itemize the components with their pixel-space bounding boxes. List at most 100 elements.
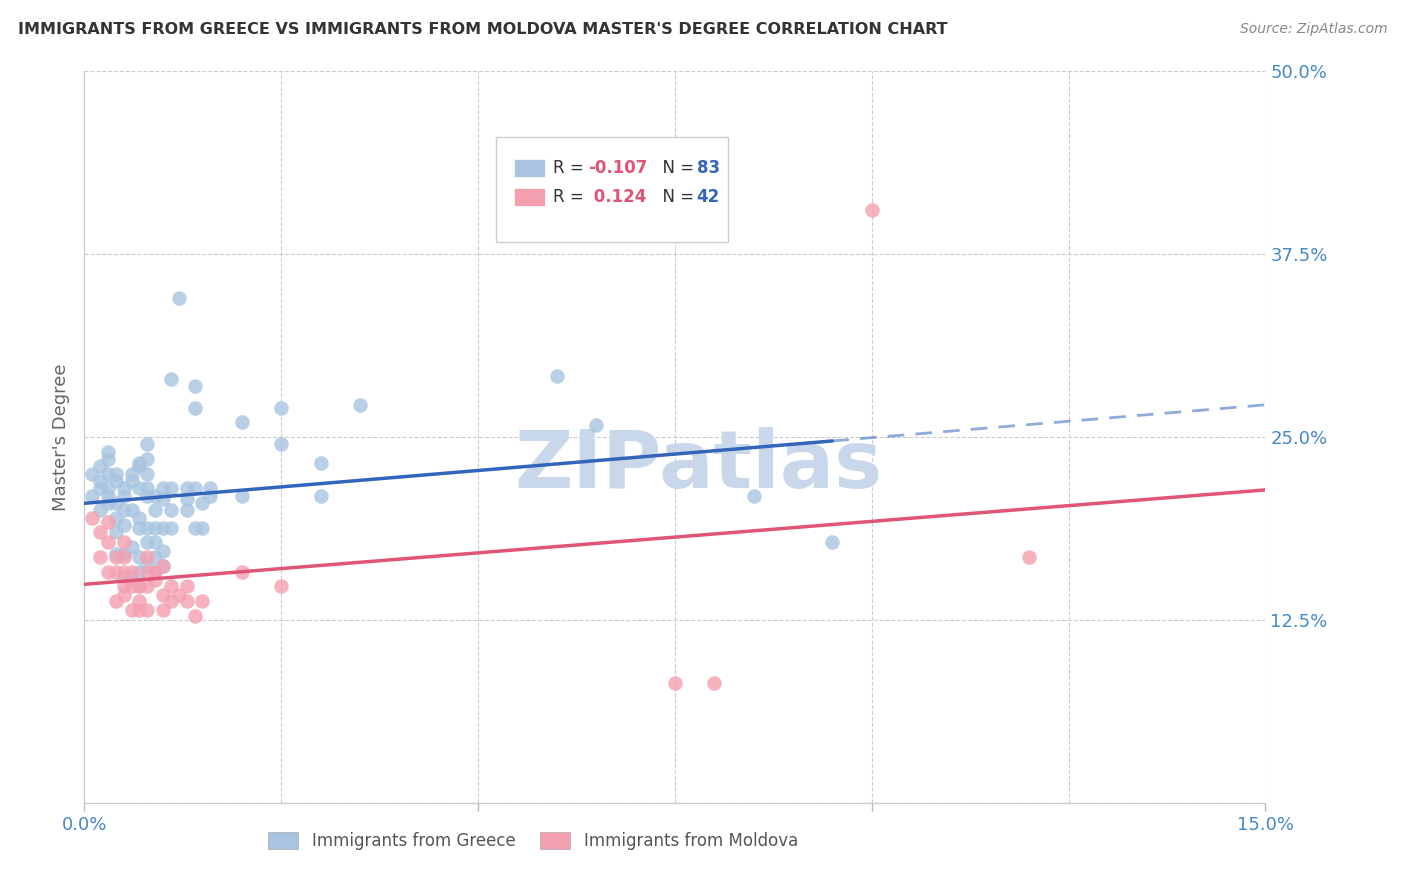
Point (104, 474, 127, 488)
Point (585, 418, 607, 433)
Point (121, 474, 143, 488)
Point (183, 401, 205, 415)
Point (121, 565, 143, 579)
Point (128, 603, 150, 617)
Point (112, 547, 135, 561)
Point (309, 457, 332, 471)
Point (160, 579, 183, 593)
Point (82, 489, 104, 503)
Text: N =: N = (652, 187, 699, 206)
Point (104, 565, 127, 579)
Point (128, 481, 150, 495)
Point (128, 521, 150, 535)
Point (97, 444, 120, 458)
Point (112, 549, 135, 564)
Text: R =: R = (554, 159, 589, 178)
Point (121, 603, 143, 617)
Text: N =: N = (652, 159, 699, 178)
Point (104, 547, 127, 561)
Point (143, 565, 166, 579)
Text: IMMIGRANTS FROM GREECE VS IMMIGRANTS FROM MOLDOVA MASTER'S DEGREE CORRELATION CH: IMMIGRANTS FROM GREECE VS IMMIGRANTS FRO… (18, 22, 948, 37)
Point (152, 588, 174, 602)
Point (97, 515, 120, 529)
Point (112, 489, 135, 503)
Point (349, 398, 371, 412)
Point (136, 467, 159, 481)
Point (546, 368, 568, 383)
Text: 0.124: 0.124 (589, 187, 647, 206)
Point (176, 579, 198, 593)
Point (112, 569, 135, 583)
Point (112, 517, 135, 532)
Point (104, 467, 127, 481)
Text: -0.107: -0.107 (589, 159, 648, 178)
Point (112, 588, 135, 602)
Point (97, 496, 120, 510)
Point (112, 535, 135, 549)
Point (136, 579, 159, 593)
Point (89, 525, 111, 540)
Point (143, 503, 166, 517)
Point (200, 481, 222, 495)
Point (183, 521, 205, 535)
Point (112, 503, 135, 517)
Point (270, 401, 292, 415)
Point (160, 594, 183, 608)
Point (160, 481, 183, 495)
Point (152, 558, 174, 573)
Point (136, 437, 159, 451)
Point (128, 565, 150, 579)
Point (104, 496, 127, 510)
Point (742, 489, 765, 503)
Text: 42: 42 (697, 187, 720, 206)
Point (82, 467, 104, 481)
Point (152, 521, 174, 535)
Point (97, 467, 120, 481)
Point (160, 371, 183, 385)
Point (152, 544, 174, 558)
Point (160, 503, 183, 517)
Point (121, 503, 143, 517)
Point (136, 535, 159, 549)
Point (167, 588, 190, 602)
Point (143, 535, 166, 549)
Text: Source: ZipAtlas.com: Source: ZipAtlas.com (1240, 22, 1388, 37)
Point (136, 565, 159, 579)
Point (104, 525, 127, 540)
Point (121, 467, 143, 481)
Point (89, 474, 111, 488)
Point (136, 521, 159, 535)
Point (97, 565, 120, 579)
Legend: Immigrants from Greece, Immigrants from Moldova: Immigrants from Greece, Immigrants from … (262, 825, 804, 856)
Point (143, 549, 166, 564)
Point (200, 489, 222, 503)
Point (97, 481, 120, 495)
Point (191, 496, 214, 510)
Point (176, 491, 198, 506)
Point (82, 510, 104, 524)
Point (136, 489, 159, 503)
Point (97, 489, 120, 503)
Point (143, 489, 166, 503)
Point (128, 594, 150, 608)
Point (89, 549, 111, 564)
Point (104, 594, 127, 608)
Point (703, 676, 725, 690)
Point (183, 379, 205, 393)
Point (231, 489, 253, 503)
Point (89, 481, 111, 495)
Point (270, 579, 292, 593)
Point (167, 291, 190, 305)
Point (143, 574, 166, 588)
Point (97, 452, 120, 467)
Text: 83: 83 (697, 159, 720, 178)
Point (104, 549, 127, 564)
Point (231, 565, 253, 579)
Point (152, 481, 174, 495)
Point (104, 510, 127, 524)
Point (176, 481, 198, 495)
Point (89, 503, 111, 517)
Point (309, 489, 332, 503)
Point (112, 481, 135, 495)
Y-axis label: Master's Degree: Master's Degree (52, 363, 70, 511)
